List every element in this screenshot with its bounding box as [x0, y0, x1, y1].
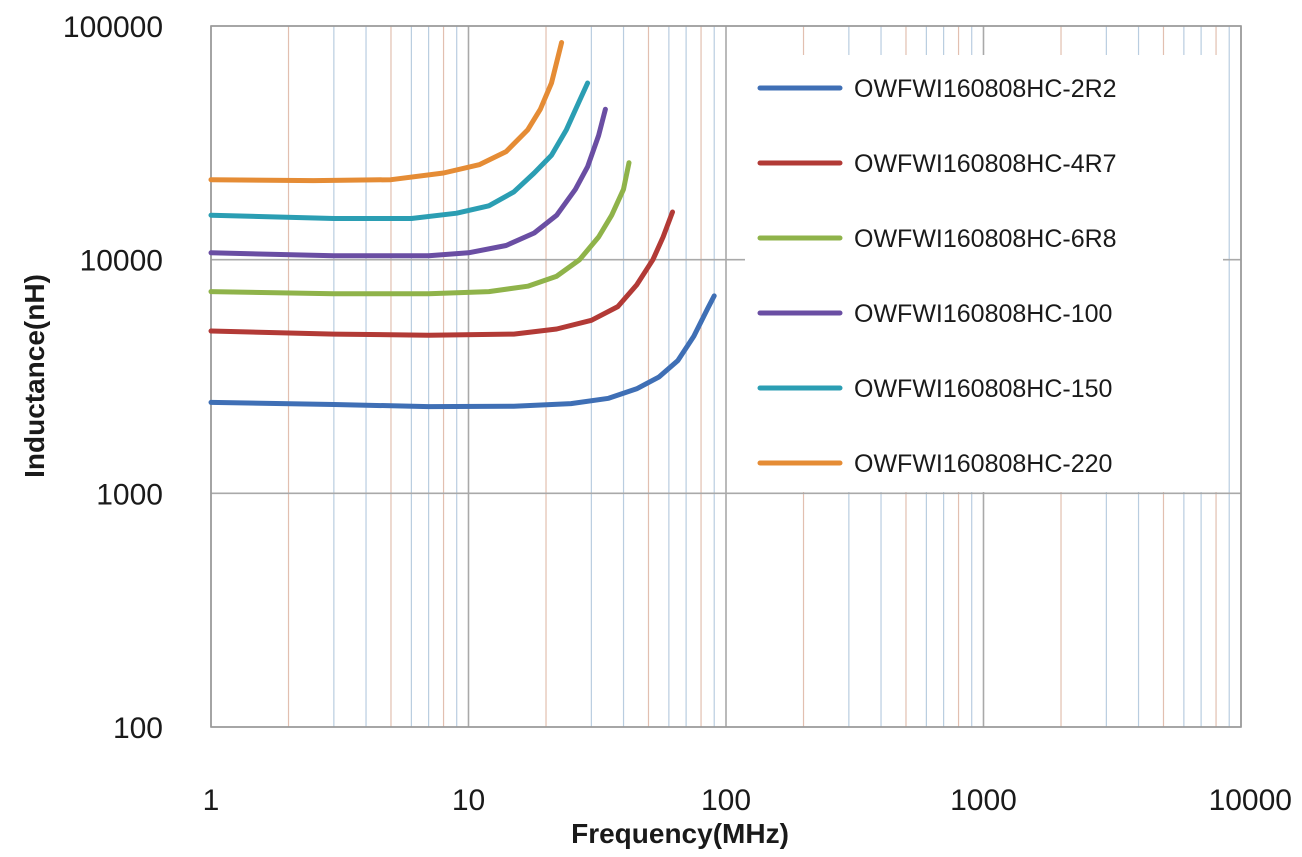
y-tick-label: 100 — [113, 712, 163, 745]
series-line — [208, 80, 591, 221]
series-line — [208, 209, 675, 338]
plot-area-border — [210, 25, 1242, 728]
x-tick-label: 10000 — [1209, 784, 1292, 817]
y-tick-label: 10000 — [80, 245, 163, 278]
series-line — [208, 293, 717, 410]
y-tick-label: 100000 — [63, 11, 163, 44]
legend-label: OWFWI160808HC-150 — [854, 375, 1112, 403]
legend: OWFWI160808HC-2R2 OWFWI160808HC-4R7 OWFWI1… — [745, 55, 1223, 492]
legend-box — [745, 55, 1223, 492]
legend-label: OWFWI160808HC-220 — [854, 450, 1112, 478]
x-axis-title: Frequency(MHz) — [571, 818, 789, 849]
x-tick-label: 10 — [452, 784, 485, 817]
y-axis-title: Inductance(nH) — [19, 274, 50, 478]
legend-label: OWFWI160808HC-6R8 — [854, 225, 1117, 253]
y-tick-label: 1000 — [96, 478, 163, 511]
x-tick-label: 1 — [203, 784, 220, 817]
x-tick-label: 100 — [701, 784, 751, 817]
legend-label: OWFWI160808HC-100 — [854, 300, 1112, 328]
series-lines — [208, 40, 717, 410]
series-line — [208, 106, 608, 259]
series-line — [208, 40, 565, 184]
legend-label: OWFWI160808HC-2R2 — [854, 75, 1117, 103]
series-line — [208, 160, 632, 297]
x-axis-ticks: 1 10 100 1000 10000 — [203, 784, 1292, 817]
legend-label: OWFWI160808HC-4R7 — [854, 150, 1117, 178]
x-tick-label: 1000 — [950, 784, 1017, 817]
y-axis-ticks: 100 1000 10000 100000 — [63, 11, 163, 745]
